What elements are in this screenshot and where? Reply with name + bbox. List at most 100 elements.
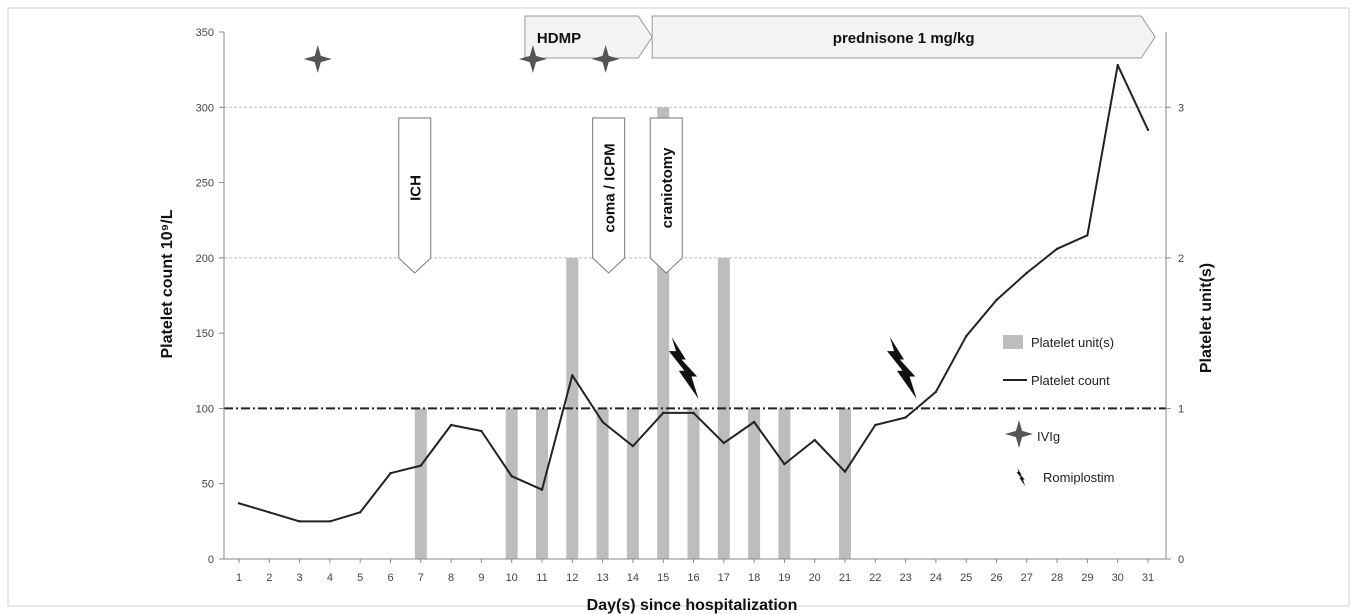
- y-left-tick-50: 50: [202, 479, 214, 491]
- bar-day-18: [748, 408, 761, 559]
- count-point-day-25: [965, 334, 968, 338]
- legend-label-1: Platelet count: [1031, 373, 1110, 388]
- x-tick-23: 23: [899, 572, 911, 584]
- count-point-day-23: [904, 416, 907, 419]
- count-point-day-31: [1146, 128, 1150, 132]
- gridlines: [224, 106, 1166, 259]
- count-point-day-15: [662, 411, 665, 415]
- y-left-tick-100: 100: [196, 403, 214, 415]
- count-point-day-5: [359, 511, 362, 514]
- figure-border: [7, 7, 1350, 607]
- count-point-day-10: [510, 474, 513, 478]
- count-point-day-3: [298, 520, 301, 523]
- count-point-day-13: [601, 420, 604, 424]
- x-tick-5: 5: [357, 572, 363, 584]
- y-axis-left-title: Platelet count 10⁹/L: [159, 209, 176, 358]
- x-tick-9: 9: [478, 572, 484, 584]
- count-point-day-6: [389, 471, 392, 475]
- x-tick-10: 10: [506, 572, 518, 584]
- event-box-0: [398, 117, 432, 274]
- x-tick-21: 21: [839, 572, 851, 584]
- x-tick-15: 15: [657, 572, 669, 584]
- event-label-2: craniotomy: [659, 147, 676, 229]
- bar-day-10: [505, 408, 518, 559]
- x-tick-3: 3: [297, 572, 303, 584]
- x-tick-19: 19: [778, 572, 790, 584]
- count-point-day-1: [237, 502, 241, 505]
- bar-day-21: [839, 408, 851, 559]
- count-point-day-18: [752, 420, 756, 424]
- treatment-arrows: HDMP prednisone 1 mg/kg: [524, 15, 1156, 59]
- y-right-tick-3: 3: [1178, 102, 1184, 114]
- x-tick-24: 24: [930, 572, 942, 584]
- count-point-day-26: [995, 298, 998, 302]
- bar-day-11: [536, 408, 548, 559]
- ivig-star-icon-2: [591, 45, 620, 73]
- y-left-tick-250: 250: [196, 178, 214, 190]
- event-box-2: [649, 117, 683, 274]
- legend-swatch-bar: [1003, 335, 1023, 349]
- count-point-day-4: [328, 520, 332, 523]
- y-left-tick-350: 350: [196, 27, 214, 39]
- drug-markers: [303, 45, 917, 399]
- x-axis-title: Day(s) since hospitalization: [587, 597, 798, 614]
- bar-day-14: [626, 408, 639, 559]
- x-tick-31: 31: [1142, 572, 1154, 584]
- x-tick-28: 28: [1051, 572, 1063, 584]
- ivig-star-icon-0: [303, 45, 332, 73]
- y-left-tick-300: 300: [196, 102, 214, 114]
- ivig-star-icon-1: [518, 45, 547, 73]
- y-axis-right-title: Platelet unit(s): [1198, 263, 1215, 373]
- count-point-day-20: [813, 438, 816, 442]
- bar-day-7: [414, 408, 427, 559]
- event-markers: ICH coma / ICPM craniotomy: [398, 117, 683, 274]
- x-tick-22: 22: [869, 572, 881, 584]
- romiplostim-bolt-icon-0: [668, 337, 699, 399]
- y-right-tick-2: 2: [1178, 253, 1184, 265]
- x-tick-8: 8: [448, 572, 454, 584]
- x-tick-14: 14: [627, 572, 639, 584]
- count-point-day-29: [1086, 234, 1089, 237]
- count-point-day-8: [449, 423, 453, 427]
- x-tick-30: 30: [1112, 572, 1124, 584]
- count-point-day-24: [934, 390, 938, 394]
- count-point-day-28: [1055, 247, 1059, 251]
- x-tick-12: 12: [566, 572, 578, 584]
- y-left-tick-0: 0: [208, 554, 214, 566]
- x-tick-1: 1: [236, 572, 242, 584]
- x-tick-27: 27: [1021, 572, 1033, 584]
- legend: Platelet unit(s) Platelet count IVIg Romipl…: [1003, 335, 1115, 486]
- legend-label-0: Platelet unit(s): [1031, 335, 1114, 350]
- x-tick-6: 6: [387, 572, 393, 584]
- treatment-arrow-1: [651, 15, 1156, 59]
- bar-day-19: [778, 408, 791, 559]
- legend-romiplostim-bolt-icon: [1016, 468, 1026, 486]
- count-point-day-12: [571, 374, 574, 377]
- x-tick-16: 16: [687, 572, 699, 584]
- event-label-1: coma / ICPM: [602, 143, 619, 232]
- treatment-arrow-0: [524, 15, 653, 59]
- x-tick-7: 7: [418, 572, 424, 584]
- treatment-label-1: prednisone 1 mg/kg: [833, 30, 975, 47]
- count-point-day-11: [540, 488, 544, 491]
- x-tick-17: 17: [718, 572, 730, 584]
- x-tick-13: 13: [596, 572, 608, 584]
- x-tick-18: 18: [748, 572, 760, 584]
- legend-ivig-star-icon: [1005, 420, 1033, 448]
- count-point-day-30: [1116, 63, 1119, 67]
- y-left-tick-150: 150: [196, 328, 214, 340]
- bar-series: [414, 107, 851, 560]
- bar-day-13: [596, 408, 609, 559]
- line-series: [237, 63, 1150, 523]
- x-tick-11: 11: [536, 572, 547, 584]
- event-label-0: ICH: [408, 175, 425, 201]
- y-right-tick-0: 0: [1178, 554, 1184, 566]
- count-point-day-22: [874, 423, 877, 427]
- count-point-day-21: [843, 470, 847, 473]
- bar-day-16: [687, 408, 700, 559]
- legend-label-2: IVIg: [1037, 429, 1060, 444]
- count-point-day-27: [1025, 271, 1029, 275]
- count-point-day-14: [631, 444, 635, 448]
- x-tick-25: 25: [960, 572, 972, 584]
